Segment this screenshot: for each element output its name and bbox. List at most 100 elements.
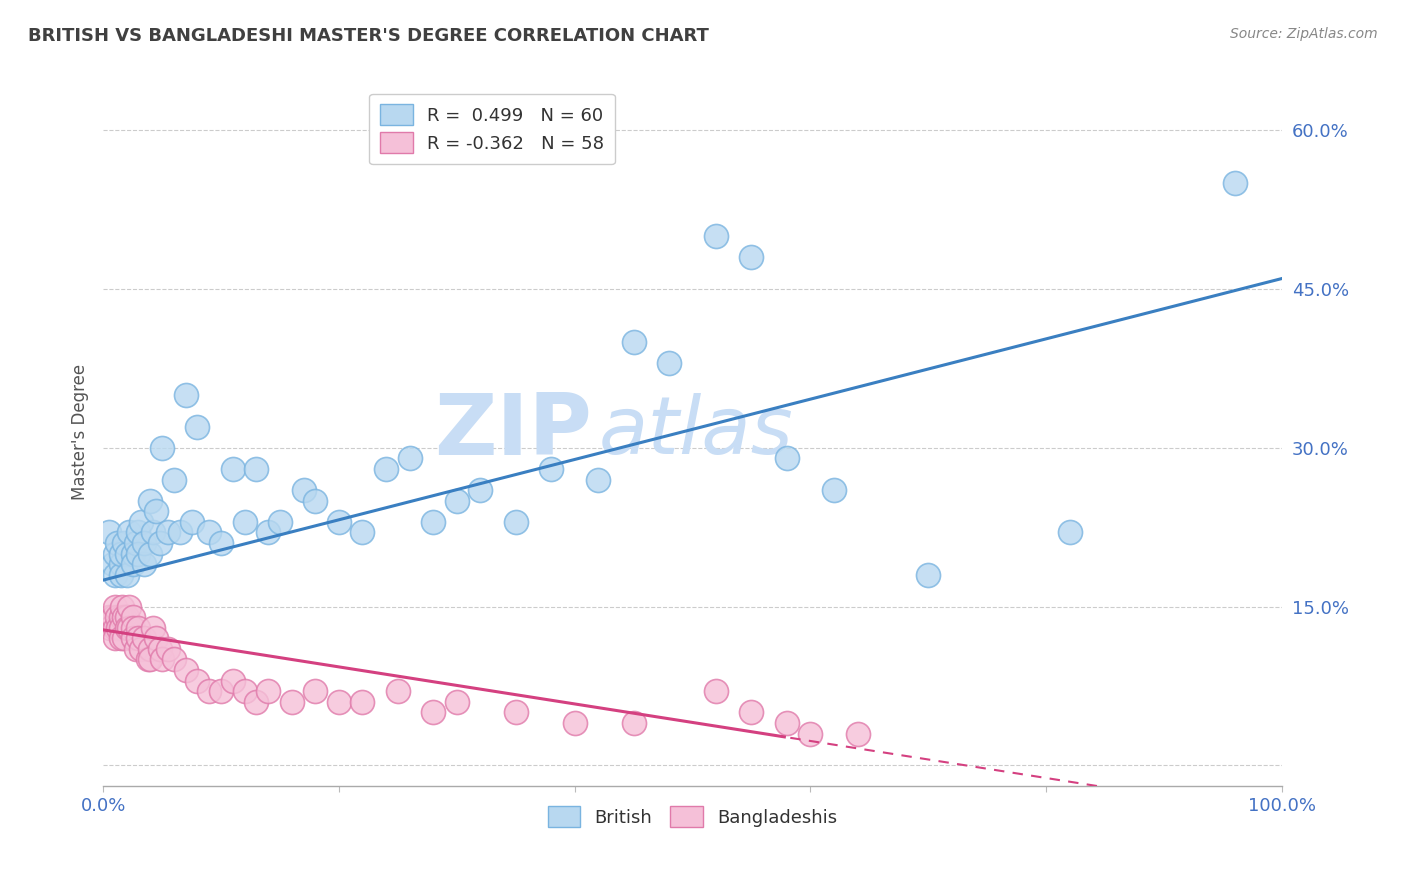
Point: [398, 451, 420, 466]
Point: [623, 716, 645, 731]
Point: [145, 632, 167, 646]
Point: [115, 610, 138, 624]
Point: [257, 525, 280, 540]
Point: [586, 473, 609, 487]
Text: ZIP: ZIP: [434, 391, 592, 474]
Point: [112, 536, 135, 550]
Point: [174, 388, 197, 402]
Point: [540, 462, 562, 476]
Point: [101, 610, 124, 624]
Point: [115, 567, 138, 582]
Point: [121, 632, 143, 646]
Point: [125, 536, 148, 550]
Point: [269, 515, 291, 529]
Point: [328, 695, 350, 709]
Point: [129, 515, 152, 529]
Point: [470, 483, 492, 498]
Point: [704, 229, 727, 244]
Point: [209, 536, 232, 550]
Point: [304, 493, 326, 508]
Point: [740, 251, 762, 265]
Point: [658, 356, 681, 370]
Point: [209, 684, 232, 698]
Point: [110, 610, 132, 624]
Point: [112, 610, 135, 624]
Legend: British, Bangladeshis: British, Bangladeshis: [540, 799, 845, 834]
Point: [145, 504, 167, 518]
Point: [387, 684, 409, 698]
Point: [149, 641, 172, 656]
Point: [142, 525, 165, 540]
Point: [98, 525, 121, 540]
Point: [1223, 176, 1246, 190]
Point: [233, 515, 256, 529]
Point: [104, 567, 127, 582]
Point: [150, 441, 173, 455]
Point: [121, 547, 143, 561]
Point: [156, 641, 179, 656]
Point: [101, 558, 124, 572]
Point: [112, 632, 135, 646]
Point: [776, 451, 799, 466]
Point: [105, 610, 128, 624]
Point: [139, 652, 162, 666]
Point: [163, 473, 186, 487]
Point: [110, 621, 132, 635]
Point: [128, 525, 150, 540]
Point: [134, 632, 156, 646]
Point: [110, 558, 132, 572]
Point: [776, 716, 799, 731]
Text: BRITISH VS BANGLADESHI MASTER'S DEGREE CORRELATION CHART: BRITISH VS BANGLADESHI MASTER'S DEGREE C…: [28, 27, 709, 45]
Point: [222, 673, 245, 688]
Point: [846, 726, 869, 740]
Point: [823, 483, 845, 498]
Point: [118, 599, 141, 614]
Point: [163, 652, 186, 666]
Point: [446, 493, 468, 508]
Point: [169, 525, 191, 540]
Point: [115, 621, 138, 635]
Point: [917, 567, 939, 582]
Text: atlas: atlas: [598, 393, 793, 471]
Point: [121, 621, 143, 635]
Point: [128, 547, 150, 561]
Point: [139, 641, 162, 656]
Point: [128, 621, 150, 635]
Point: [186, 419, 208, 434]
Point: [352, 525, 374, 540]
Point: [422, 706, 444, 720]
Point: [128, 632, 150, 646]
Point: [245, 462, 267, 476]
Point: [1059, 525, 1081, 540]
Point: [139, 547, 162, 561]
Point: [222, 462, 245, 476]
Point: [245, 695, 267, 709]
Point: [180, 515, 202, 529]
Point: [104, 599, 127, 614]
Y-axis label: Master's Degree: Master's Degree: [72, 364, 89, 500]
Point: [623, 334, 645, 349]
Point: [110, 567, 132, 582]
Point: [740, 706, 762, 720]
Point: [98, 621, 121, 635]
Point: [174, 663, 197, 677]
Point: [121, 610, 143, 624]
Point: [233, 684, 256, 698]
Point: [564, 716, 586, 731]
Point: [115, 547, 138, 561]
Point: [104, 547, 127, 561]
Point: [118, 621, 141, 635]
Point: [150, 652, 173, 666]
Point: [304, 684, 326, 698]
Point: [292, 483, 315, 498]
Point: [121, 558, 143, 572]
Point: [505, 515, 527, 529]
Point: [186, 673, 208, 688]
Point: [139, 493, 162, 508]
Point: [198, 525, 221, 540]
Point: [156, 525, 179, 540]
Point: [110, 632, 132, 646]
Point: [104, 621, 127, 635]
Text: Source: ZipAtlas.com: Source: ZipAtlas.com: [1230, 27, 1378, 41]
Point: [280, 695, 302, 709]
